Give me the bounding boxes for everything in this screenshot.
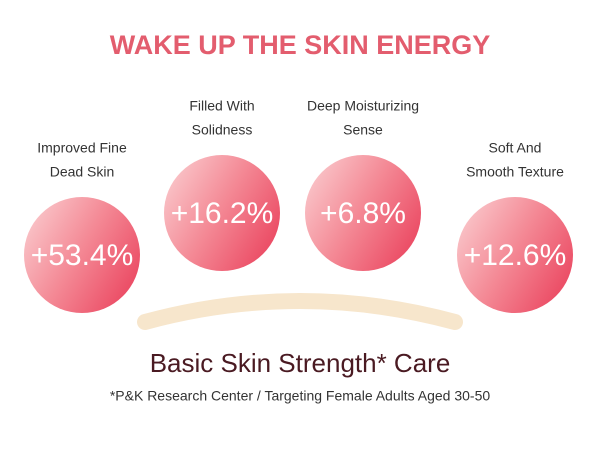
footer-note: *P&K Research Center / Targeting Female … (110, 388, 491, 404)
item-label: Deep Moisturizing (307, 98, 419, 114)
circle (457, 197, 573, 313)
item-label: Improved Fine (37, 140, 127, 156)
item-value: +16.2% (171, 197, 274, 230)
item-value: +6.8% (320, 197, 406, 230)
circle (164, 155, 280, 271)
circle (24, 197, 140, 313)
item-value: +53.4% (31, 239, 134, 272)
item-label: Soft And (489, 140, 542, 156)
title: WAKE UP THE SKIN ENERGY (110, 30, 491, 60)
circle (305, 155, 421, 271)
item-label: Filled With (189, 98, 254, 114)
item-value: +12.6% (464, 239, 567, 272)
item-label: Sense (343, 122, 383, 138)
item-label: Dead Skin (50, 164, 115, 180)
arc (137, 293, 463, 330)
footer-heading: Basic Skin Strength* Care (150, 348, 451, 378)
items: +53.4% Improved Fine Dead Skin +16.2% Filled… (24, 98, 573, 313)
item-label: Solidness (192, 122, 253, 138)
item-label: Smooth Texture (466, 164, 564, 180)
